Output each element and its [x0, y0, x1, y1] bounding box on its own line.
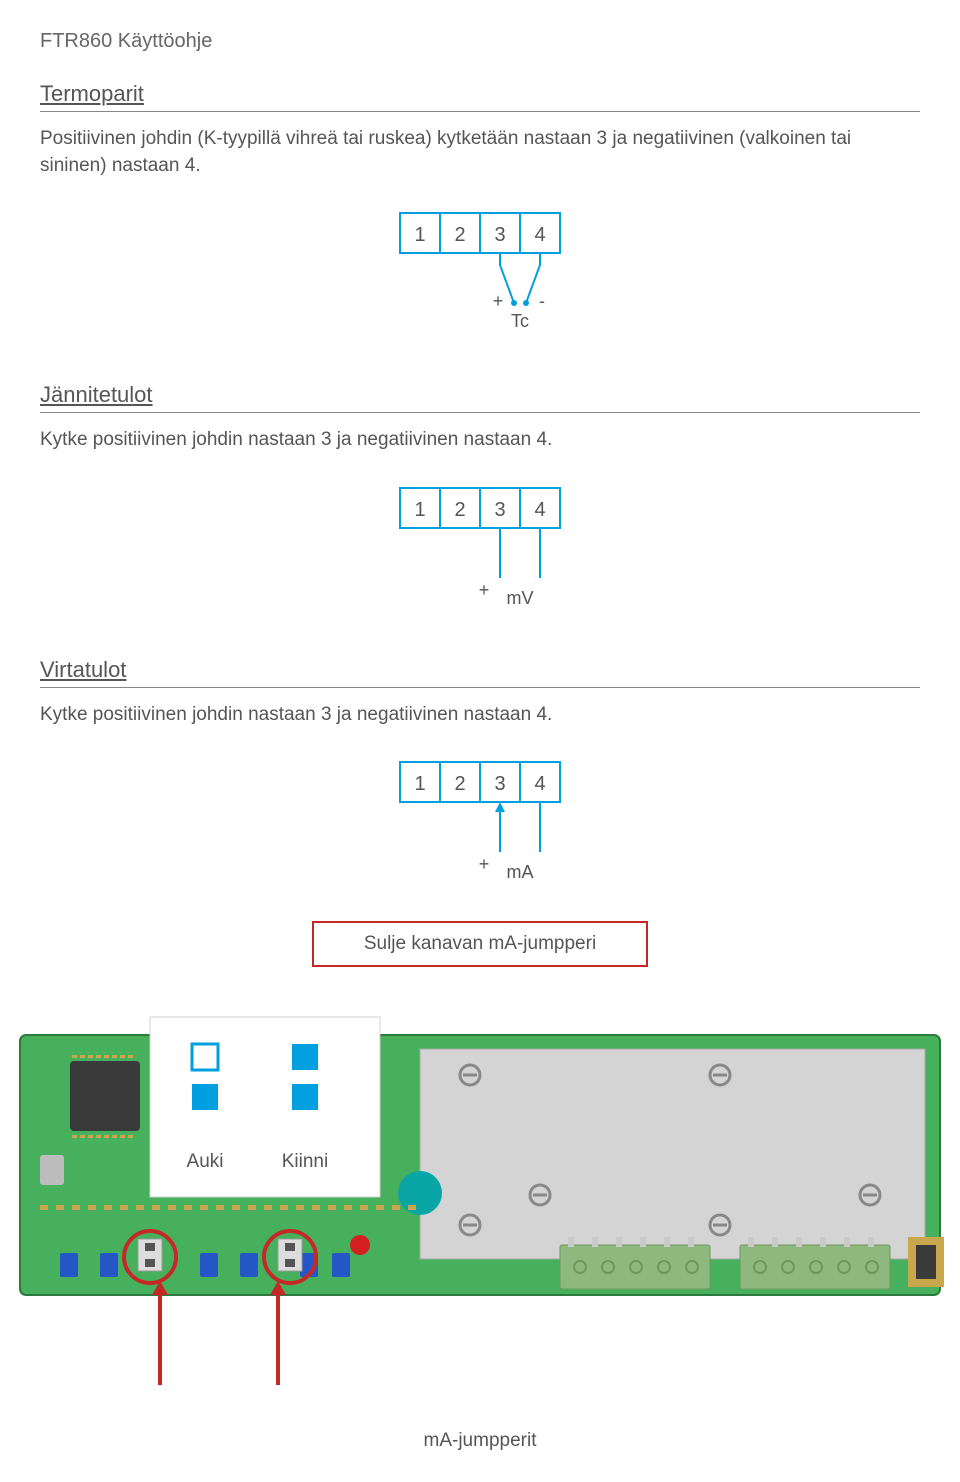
svg-text:3: 3	[494, 224, 505, 246]
jumper-caption: mA-jumpperit	[40, 1430, 920, 1452]
diagram-tc: 1 2 3 4 + -Tc	[40, 207, 920, 352]
svg-text:4: 4	[534, 773, 545, 795]
svg-text:+: +	[493, 291, 504, 311]
svg-text:mV: mV	[507, 588, 534, 608]
section-body-jannitetulot: Kytke positiivinen johdin nastaan 3 ja n…	[40, 427, 920, 454]
svg-text:2: 2	[454, 499, 465, 521]
svg-text:mA: mA	[507, 862, 534, 882]
section-body-termoparit: Positiivinen johdin (K-tyypillä vihreä t…	[40, 126, 920, 179]
section-body-virtatulot: Kytke positiivinen johdin nastaan 3 ja n…	[40, 702, 920, 729]
svg-text:2: 2	[454, 773, 465, 795]
diagram-mv: 1 2 3 4 + mV	[40, 482, 920, 627]
svg-text:2: 2	[454, 224, 465, 246]
diagram-ma: 1 2 3 4 + mA	[40, 756, 920, 901]
svg-text:+: +	[479, 854, 490, 874]
section-title-jannitetulot: Jännitetulot	[40, 382, 920, 413]
svg-text:Tc: Tc	[511, 311, 529, 331]
svg-text:+: +	[479, 580, 490, 600]
svg-text:4: 4	[534, 499, 545, 521]
svg-text:-: -	[539, 291, 545, 311]
svg-text:4: 4	[534, 224, 545, 246]
svg-text:1: 1	[414, 773, 425, 795]
section-title-virtatulot: Virtatulot	[40, 657, 920, 688]
doc-header: FTR860 Käyttöohje	[40, 30, 920, 53]
svg-text:3: 3	[494, 773, 505, 795]
svg-text:Kiinni: Kiinni	[282, 1151, 328, 1172]
svg-text:Auki: Auki	[187, 1151, 224, 1172]
svg-text:1: 1	[414, 224, 425, 246]
section-title-termoparit: Termoparit	[40, 81, 920, 112]
jumper-note-box: Sulje kanavan mA-jumpperi	[312, 921, 648, 967]
svg-text:3: 3	[494, 499, 505, 521]
svg-text:1: 1	[414, 499, 425, 521]
pcb-board: Auki Kiinni	[0, 975, 960, 1410]
